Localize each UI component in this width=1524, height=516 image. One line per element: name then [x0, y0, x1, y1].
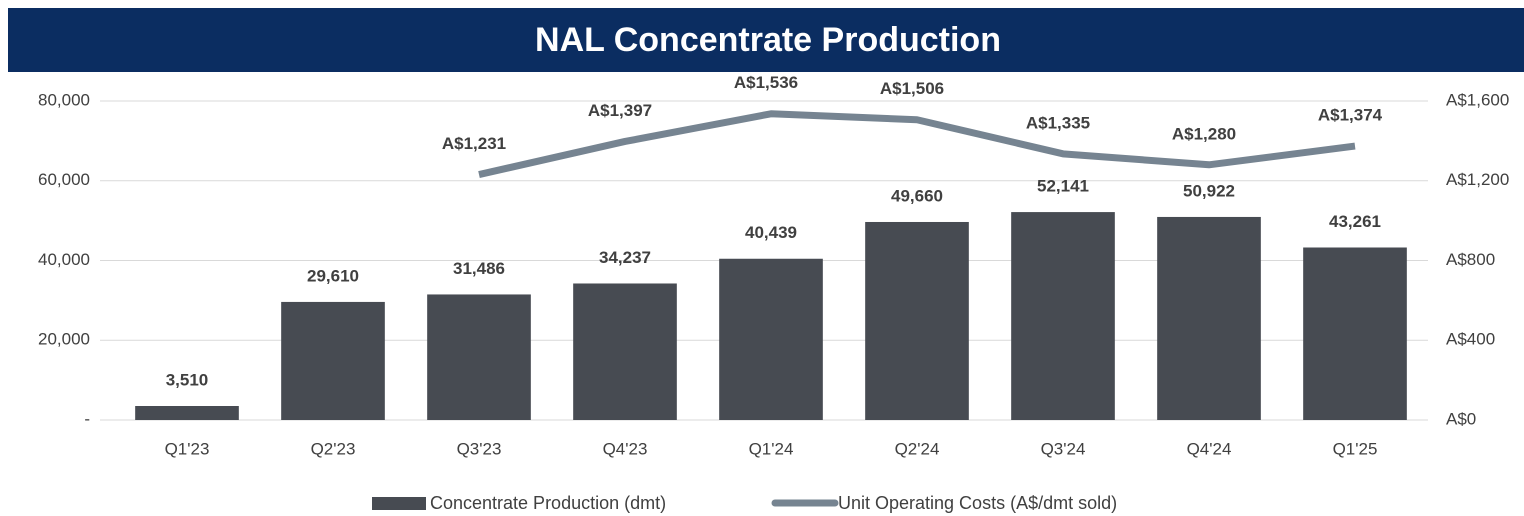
y-tick-label: 80,000	[38, 90, 90, 109]
x-tick-label: Q1'23	[165, 439, 210, 458]
y-tick-label: 60,000	[38, 170, 90, 189]
bar	[1011, 212, 1115, 420]
x-tick-label: Q2'23	[311, 439, 356, 458]
x-tick-label: Q3'23	[457, 439, 502, 458]
line-value-label: A$1,506	[880, 79, 944, 98]
x-tick-label: Q4'24	[1187, 439, 1232, 458]
bar-value-label: 29,610	[307, 266, 359, 285]
line	[478, 110, 1356, 178]
bar	[1303, 247, 1407, 420]
x-tick-label: Q2'24	[895, 439, 940, 458]
bar-value-label: 31,486	[453, 259, 505, 278]
bar	[427, 294, 531, 420]
bar	[719, 258, 823, 420]
y2-tick-label: A$0	[1446, 409, 1476, 428]
title-banner	[8, 8, 1524, 72]
line-value-label: A$1,397	[588, 101, 652, 120]
x-tick-label: Q1'25	[1333, 439, 1378, 458]
chart-title: NAL Concentrate Production	[535, 21, 1001, 59]
x-tick-label: Q1'24	[749, 439, 794, 458]
y2-tick-label: A$800	[1446, 250, 1495, 269]
line-value-label: A$1,231	[442, 134, 506, 153]
legend-swatch	[372, 497, 426, 510]
bar-value-label: 50,922	[1183, 181, 1235, 200]
x-tick-label: Q3'24	[1041, 439, 1086, 458]
y-tick-label: -	[84, 409, 90, 428]
bar	[1157, 216, 1261, 420]
bar	[865, 221, 969, 420]
legend-label: Concentrate Production (dmt)	[430, 493, 666, 513]
bar	[135, 406, 239, 420]
y2-tick-label: A$1,200	[1446, 170, 1509, 189]
bar-value-label: 40,439	[745, 223, 797, 242]
y-tick-label: 20,000	[38, 330, 90, 349]
line-value-label: A$1,280	[1172, 124, 1236, 143]
bar-value-label: 3,510	[166, 370, 209, 389]
line-value-label: A$1,374	[1318, 106, 1383, 125]
bar	[281, 301, 385, 420]
y-tick-label: 40,000	[38, 250, 90, 269]
line-value-label: A$1,335	[1026, 113, 1090, 132]
bar-value-label: 49,660	[891, 186, 943, 205]
y2-tick-label: A$1,600	[1446, 90, 1509, 109]
line-value-label: A$1,536	[734, 73, 798, 92]
bar	[573, 283, 677, 420]
bar-value-label: 43,261	[1329, 212, 1381, 231]
legend-label: Unit Operating Costs (A$/dmt sold)	[838, 493, 1117, 513]
bar-value-label: 34,237	[599, 248, 651, 267]
bar-value-label: 52,141	[1037, 177, 1089, 196]
y2-tick-label: A$400	[1446, 330, 1495, 349]
x-tick-label: Q4'23	[603, 439, 648, 458]
